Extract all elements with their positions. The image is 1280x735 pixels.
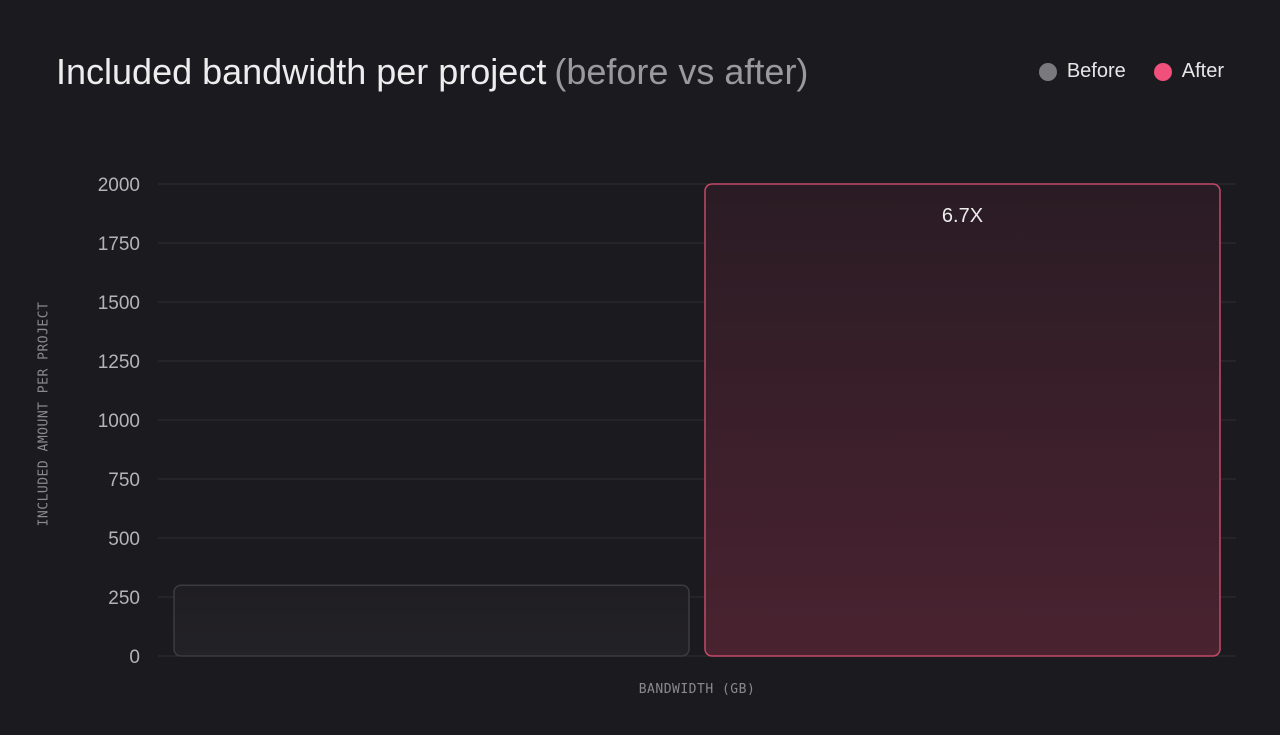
- legend-item-after[interactable]: After: [1153, 60, 1224, 83]
- legend-label-after: After: [1181, 60, 1224, 82]
- legend-dot-after-icon: [1153, 62, 1172, 81]
- y-tick-label: 1000: [98, 411, 140, 432]
- chart-title-main: Included bandwidth per project: [56, 51, 547, 92]
- chart-subtitle: (before vs after): [554, 51, 809, 92]
- y-tick-label: 1500: [98, 293, 140, 314]
- bar-before[interactable]: [173, 584, 690, 657]
- bars: [173, 183, 1221, 657]
- y-tick-label: 2000: [98, 175, 140, 196]
- bar-annotation-label: 6.7X: [942, 205, 983, 227]
- chart-title: Included bandwidth per project (before vs…: [56, 50, 808, 94]
- y-tick-label: 1750: [98, 234, 140, 255]
- y-tick-label: 500: [108, 529, 140, 550]
- legend-item-before[interactable]: Before: [1038, 60, 1126, 83]
- y-axis-ticks: 0 250 500 750 1000 1250 1500 1750 2000: [98, 175, 140, 668]
- y-tick-label: 750: [108, 470, 140, 491]
- x-axis-label: BANDWIDTH (GB): [638, 682, 756, 697]
- chart-legend: Before After: [1038, 60, 1224, 83]
- bar-after[interactable]: [704, 183, 1221, 657]
- y-tick-label: 1250: [98, 352, 140, 373]
- y-axis-label: INCLUDED AMOUNT PER PROJECT: [36, 301, 52, 527]
- bar-annotations: 6.7X: [942, 205, 983, 227]
- legend-dot-before-icon: [1038, 62, 1057, 81]
- y-tick-label: 250: [108, 588, 140, 609]
- y-tick-label: 0: [129, 647, 140, 668]
- legend-label-before: Before: [1066, 60, 1126, 82]
